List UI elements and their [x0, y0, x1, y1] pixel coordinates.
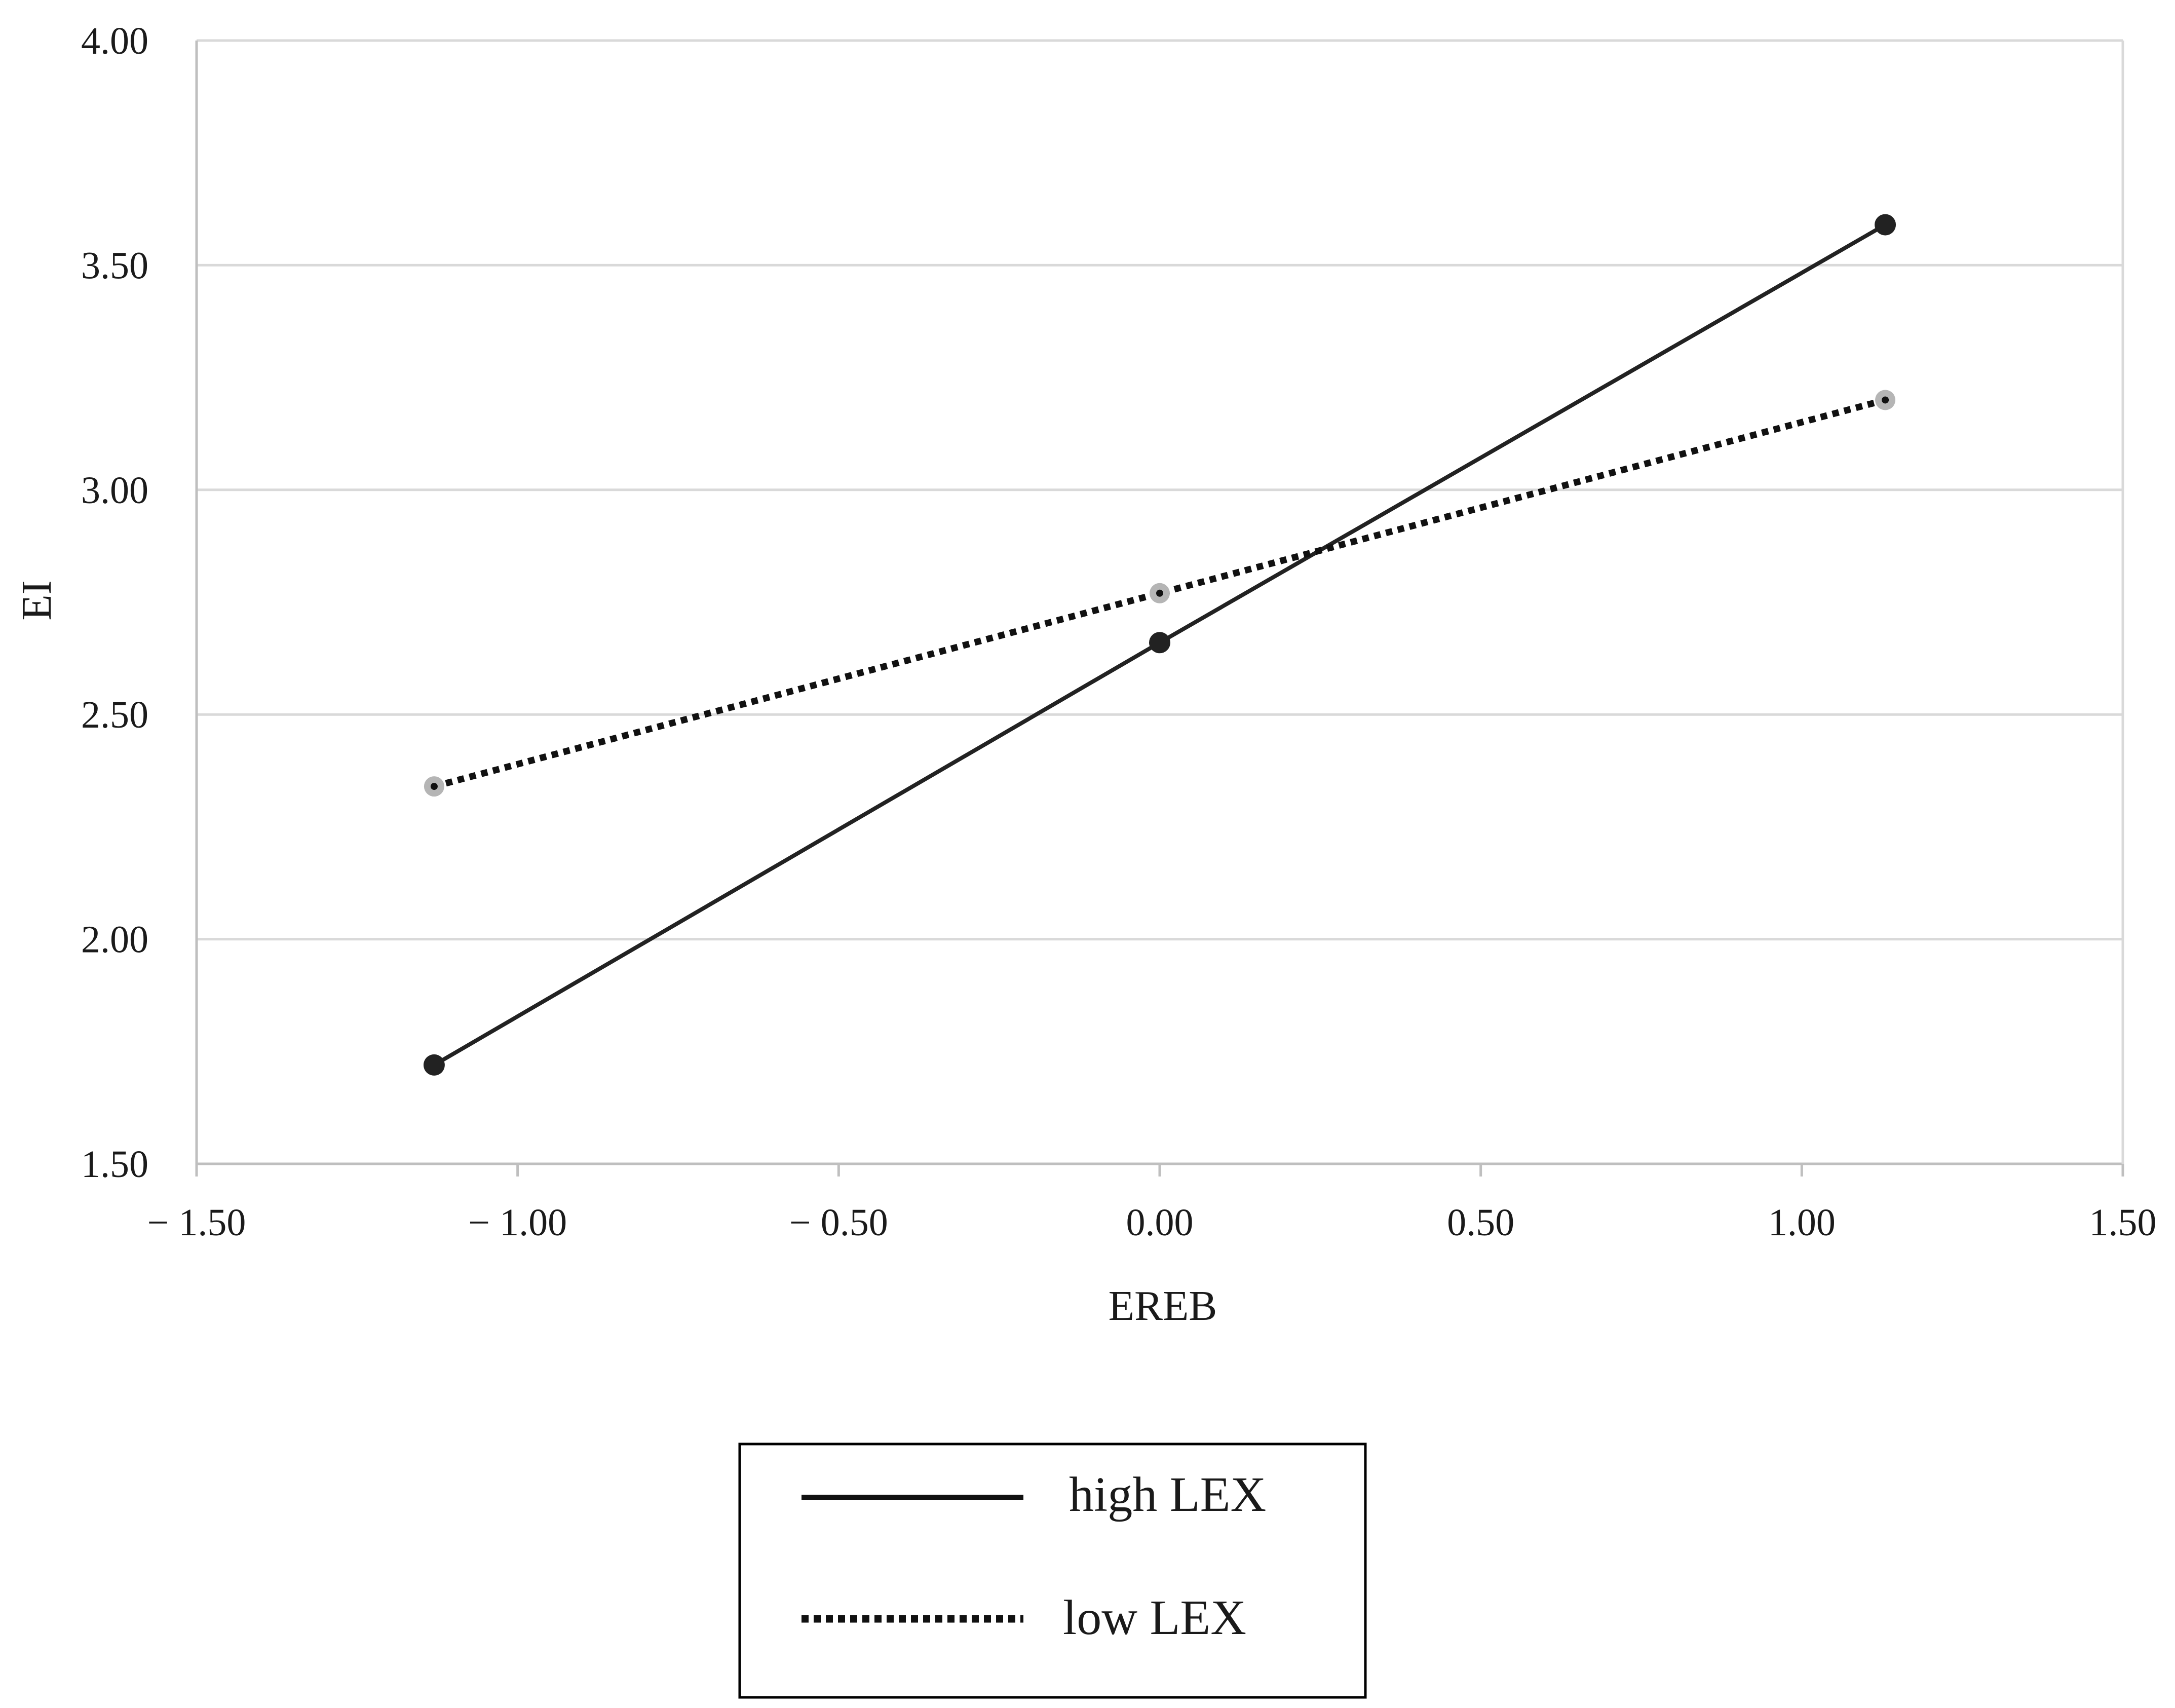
x-tick-label: − 0.50 [789, 1201, 888, 1244]
data-point-high-lex [423, 1054, 445, 1076]
data-point-low-lex-center [1156, 589, 1163, 597]
x-tick-label: 1.50 [2089, 1201, 2157, 1244]
data-point-low-lex-center [430, 783, 438, 790]
axes: 1.50 2.00 2.50 3.00 3.50 4.00 − 1.50 − 1.00 − 0.… [81, 20, 2157, 1244]
y-tick-label: 2.00 [81, 919, 148, 961]
y-tick-label: 1.50 [81, 1143, 148, 1186]
legend-label-low-lex: low LEX [1063, 1590, 1246, 1645]
x-axis-title: EREB [1109, 1282, 1217, 1330]
x-tick-label: 1.00 [1768, 1201, 1836, 1244]
data-point-high-lex [1149, 632, 1170, 654]
gridlines [197, 39, 2123, 941]
y-tick-label: 3.50 [81, 244, 148, 287]
series-layer [423, 214, 1896, 1076]
data-point-high-lex [1875, 214, 1896, 236]
legend: high LEX low LEX [738, 1443, 1367, 1699]
y-tick-label: 2.50 [81, 694, 148, 736]
data-point-low-lex-center [1882, 396, 1889, 404]
y-tick-label: 4.00 [81, 20, 148, 62]
x-tick-label: 0.50 [1447, 1201, 1514, 1244]
x-tick-label: 0.00 [1126, 1201, 1194, 1244]
x-tick-label: − 1.50 [147, 1201, 246, 1244]
x-tick-label: − 1.00 [468, 1201, 567, 1244]
legend-label-high-lex: high LEX [1069, 1467, 1266, 1522]
y-axis-title: EI [13, 580, 60, 620]
legend-box [738, 1443, 1367, 1699]
y-tick-label: 3.00 [81, 469, 148, 512]
